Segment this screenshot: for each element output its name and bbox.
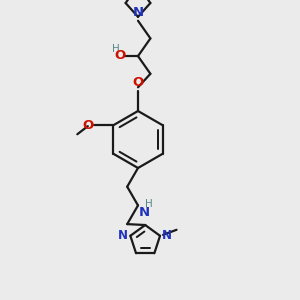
- Text: O: O: [132, 76, 144, 89]
- Text: N: N: [118, 229, 128, 242]
- Text: N: N: [139, 206, 150, 219]
- Text: O: O: [114, 49, 125, 62]
- Text: O: O: [82, 119, 93, 132]
- Text: H: H: [145, 199, 153, 208]
- Text: N: N: [132, 6, 144, 19]
- Text: N: N: [161, 229, 172, 242]
- Text: H: H: [112, 44, 119, 54]
